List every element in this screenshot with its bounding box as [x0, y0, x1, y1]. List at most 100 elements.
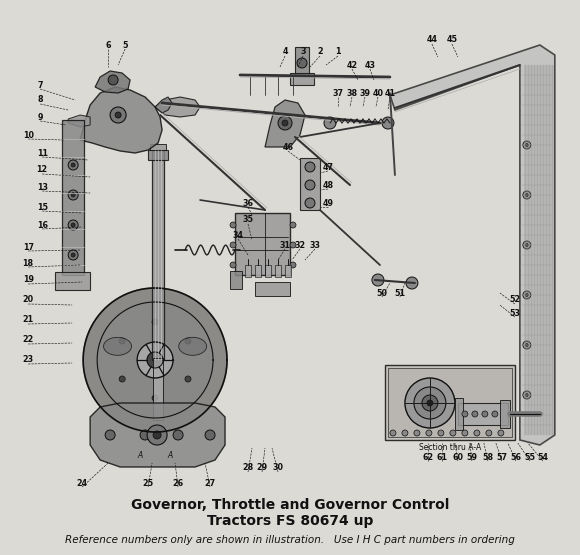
Text: 50: 50 [376, 289, 387, 297]
Text: 26: 26 [172, 478, 184, 487]
Text: 12: 12 [37, 165, 48, 174]
Text: 41: 41 [385, 88, 396, 98]
Polygon shape [90, 403, 225, 467]
Text: 24: 24 [77, 478, 88, 487]
Circle shape [405, 378, 455, 428]
Circle shape [523, 191, 531, 199]
Bar [255, 265, 261, 277]
Polygon shape [104, 337, 132, 355]
Text: 18: 18 [23, 259, 34, 268]
Circle shape [492, 411, 498, 417]
Circle shape [68, 250, 78, 260]
Text: 51: 51 [394, 289, 405, 297]
Circle shape [153, 431, 161, 439]
Text: 48: 48 [322, 180, 333, 189]
Circle shape [68, 190, 78, 200]
Polygon shape [179, 337, 206, 355]
Circle shape [305, 162, 315, 172]
Circle shape [422, 395, 438, 411]
Text: 57: 57 [496, 452, 508, 462]
Circle shape [525, 144, 528, 147]
Text: 11: 11 [37, 149, 48, 158]
Text: 53: 53 [509, 309, 520, 317]
Text: 34: 34 [233, 230, 244, 240]
Circle shape [119, 376, 125, 382]
Circle shape [68, 160, 78, 170]
Circle shape [105, 430, 115, 440]
Circle shape [71, 253, 75, 257]
Text: 37: 37 [332, 88, 343, 98]
Circle shape [525, 393, 528, 396]
Bar [275, 265, 281, 277]
Circle shape [474, 430, 480, 436]
Circle shape [523, 241, 531, 249]
Text: 15: 15 [37, 203, 48, 211]
Text: 62: 62 [422, 452, 433, 462]
Circle shape [282, 120, 288, 126]
Text: 46: 46 [282, 143, 293, 152]
Text: 21: 21 [23, 315, 34, 325]
Circle shape [173, 430, 183, 440]
Text: 60: 60 [452, 452, 463, 462]
Circle shape [297, 58, 307, 68]
Polygon shape [390, 45, 555, 445]
Circle shape [119, 338, 125, 344]
Text: 55: 55 [524, 452, 535, 462]
Circle shape [372, 274, 384, 286]
Circle shape [324, 117, 336, 129]
Circle shape [462, 430, 468, 436]
Text: 16: 16 [37, 220, 48, 230]
Circle shape [450, 430, 456, 436]
Text: 29: 29 [256, 463, 267, 472]
Text: A: A [168, 451, 173, 460]
Bar [255, 282, 290, 296]
Bar [245, 265, 251, 277]
Circle shape [185, 338, 191, 344]
Circle shape [152, 319, 158, 325]
Circle shape [482, 411, 488, 417]
Circle shape [427, 400, 433, 406]
Circle shape [230, 222, 236, 228]
Circle shape [71, 223, 75, 227]
Circle shape [406, 277, 418, 289]
Bar [385, 365, 515, 440]
Text: 30: 30 [273, 463, 284, 472]
Text: 38: 38 [346, 88, 357, 98]
Text: Section thru A-A: Section thru A-A [419, 443, 481, 452]
Text: Reference numbers only are shown in illustration.   Use I H C part numbers in or: Reference numbers only are shown in illu… [65, 535, 515, 545]
Circle shape [290, 262, 296, 268]
Text: 23: 23 [23, 356, 34, 365]
Circle shape [414, 430, 420, 436]
Circle shape [523, 341, 531, 349]
Bar [388, 368, 512, 437]
Text: 20: 20 [23, 295, 34, 305]
Text: 25: 25 [143, 478, 154, 487]
Text: 31: 31 [280, 240, 291, 250]
Text: 27: 27 [205, 478, 216, 487]
Circle shape [523, 391, 531, 399]
Bar [458, 403, 508, 425]
Bar [235, 213, 290, 275]
Text: 47: 47 [322, 163, 333, 171]
Circle shape [305, 198, 315, 208]
Text: 10: 10 [23, 130, 34, 139]
Circle shape [390, 430, 396, 436]
Bar [230, 271, 242, 289]
Text: 49: 49 [322, 199, 333, 208]
Circle shape [205, 430, 215, 440]
Polygon shape [137, 342, 173, 378]
Circle shape [71, 193, 75, 197]
Text: 17: 17 [23, 243, 34, 251]
Bar [152, 150, 164, 360]
Circle shape [426, 430, 432, 436]
Bar [153, 358, 163, 420]
Circle shape [438, 430, 444, 436]
Polygon shape [83, 288, 227, 432]
Circle shape [230, 242, 236, 248]
Circle shape [525, 344, 528, 346]
Circle shape [402, 430, 408, 436]
Circle shape [486, 430, 492, 436]
Circle shape [525, 244, 528, 246]
Circle shape [110, 107, 126, 123]
Text: 7: 7 [38, 80, 43, 89]
